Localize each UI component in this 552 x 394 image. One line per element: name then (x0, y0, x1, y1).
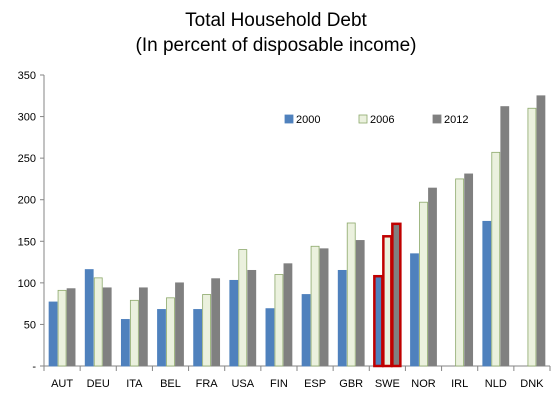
bar-esp-2006 (310, 245, 320, 367)
bar-irl-2006 (455, 178, 465, 367)
y-axis: - 50 100 150 200 250 300 350 (18, 70, 45, 373)
bar-bel-2012 (175, 282, 184, 367)
x-tick-label: ESP (304, 378, 326, 390)
legend-label-2006: 2006 (370, 114, 394, 126)
y-tick-label: 100 (18, 278, 36, 290)
bar-ita-2000 (120, 319, 130, 367)
bar-usa-2012 (247, 269, 257, 367)
x-tick-label: FRA (196, 378, 219, 390)
bar-fin-2012 (283, 263, 293, 367)
x-tick-label: NLD (485, 378, 507, 390)
bar-deu-2006 (93, 277, 103, 367)
x-tick-label: GBR (339, 378, 363, 390)
x-tick-label: DNK (520, 378, 544, 390)
bar-esp-2000 (301, 294, 311, 367)
bar-gbr-2012 (355, 240, 365, 367)
y-tick-label: - (32, 361, 36, 373)
y-tick-label: 150 (18, 236, 36, 248)
bar-bel-2000 (157, 309, 166, 367)
legend-swatch-2012 (432, 114, 442, 124)
x-tick-label: BEL (160, 378, 181, 390)
bar-fra-2012 (211, 278, 221, 367)
bar-dnk-2012 (536, 95, 546, 367)
bar-swe-2006 (382, 235, 393, 368)
bar-nor-2006 (419, 201, 428, 367)
bar-nld-2000 (482, 220, 492, 367)
legend-swatch-2006 (358, 114, 368, 124)
x-tick-label: DEU (87, 378, 110, 390)
y-tick-label: 250 (18, 153, 36, 165)
bar-aut-2006 (57, 289, 67, 367)
bar-dnk-2006 (527, 107, 537, 367)
chart-title-line-2: (In percent of disposable income) (135, 35, 417, 56)
x-tick-label: ITA (126, 378, 143, 390)
legend-label-2012: 2012 (444, 114, 468, 126)
bar-fin-2000 (265, 308, 275, 367)
bar-nor-2012 (428, 187, 437, 367)
y-tick-label: 300 (18, 112, 36, 124)
bar-usa-2000 (229, 279, 239, 367)
bar-gbr-2006 (346, 222, 356, 367)
x-tick-label: USA (231, 378, 254, 390)
y-tick-label: 350 (18, 70, 36, 82)
bar-swe-2012 (391, 222, 402, 368)
bar-esp-2012 (319, 248, 329, 367)
chart-title-line-1: Total Household Debt (185, 10, 367, 31)
bar-bel-2006 (166, 297, 175, 367)
x-tick-label: AUT (51, 378, 73, 390)
bar-deu-2012 (102, 287, 112, 367)
bar-fin-2006 (274, 274, 284, 367)
x-tick-label: FIN (270, 378, 288, 390)
y-tick-label: 200 (18, 195, 36, 207)
bar-ita-2006 (129, 299, 139, 367)
bar-swe-2000 (373, 274, 384, 368)
bar-irl-2012 (464, 173, 474, 367)
legend: 2000 2006 2012 (284, 114, 468, 126)
bar-gbr-2000 (337, 269, 347, 367)
bar-nld-2006 (491, 151, 501, 367)
bar-fra-2006 (202, 294, 212, 367)
y-tick-label: 50 (24, 319, 36, 331)
bar-nld-2012 (500, 106, 510, 367)
bar-nor-2000 (410, 253, 419, 367)
bar-usa-2006 (238, 249, 248, 367)
x-tick-label: IRL (451, 378, 468, 390)
x-axis: AUT DEU ITA BEL FRA USA FIN ESP GBR SWE NOR IRL NLD D… (43, 365, 551, 390)
bar-aut-2012 (66, 288, 76, 367)
bars-group (48, 95, 546, 368)
legend-swatch-2000 (284, 114, 294, 124)
bar-fra-2000 (193, 309, 203, 367)
x-tick-label: NOR (411, 378, 436, 390)
x-tick-label: SWE (375, 378, 400, 390)
bar-deu-2000 (84, 269, 94, 367)
bar-aut-2000 (48, 301, 58, 367)
legend-label-2000: 2000 (296, 114, 320, 126)
bar-ita-2012 (138, 287, 148, 367)
